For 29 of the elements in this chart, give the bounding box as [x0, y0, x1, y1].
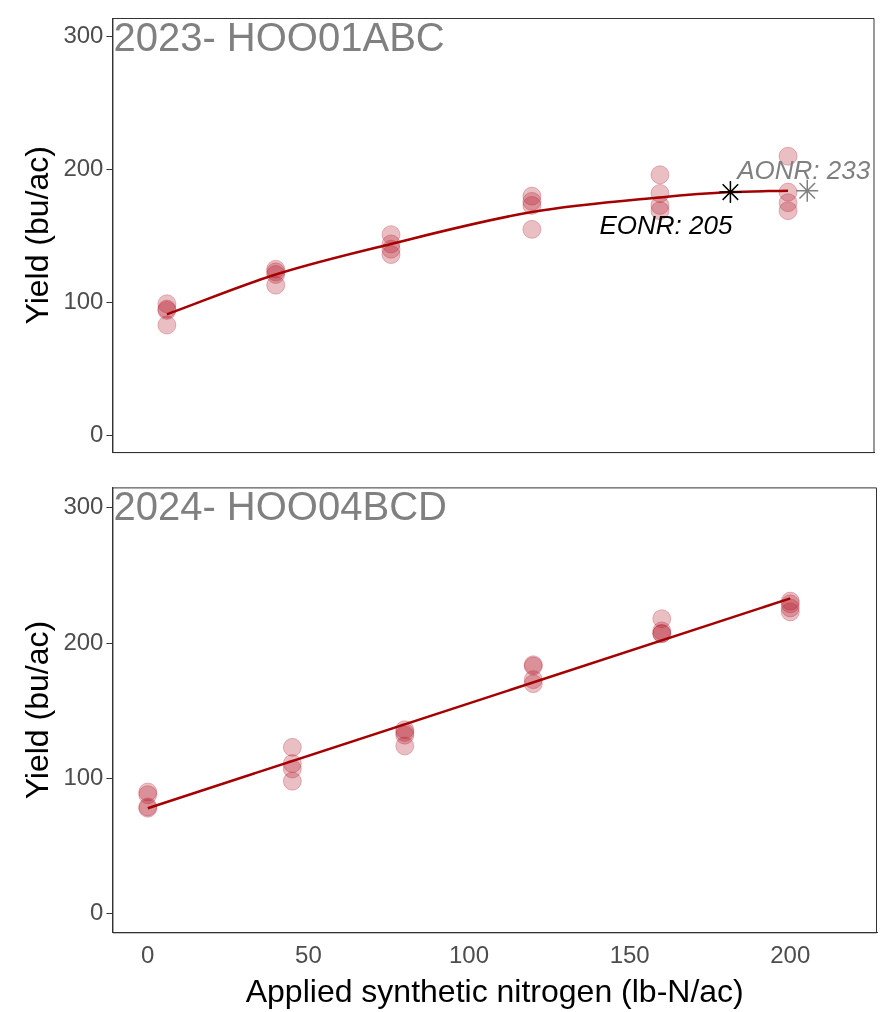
point — [282, 737, 302, 757]
y-axis-title: Yield (bu/ac) — [19, 620, 56, 800]
point — [266, 275, 286, 295]
y-tick-label: 0 — [90, 419, 104, 447]
x-tick-label: 0 — [141, 940, 155, 968]
y-tick-label: 100 — [63, 763, 104, 791]
point — [381, 245, 401, 265]
annotation: AONR: 233 — [737, 154, 871, 186]
point — [282, 771, 302, 791]
x-tick-label: 150 — [609, 940, 650, 968]
chart-title: 2024- HOO04BCD — [113, 484, 447, 529]
y-tick-label: 300 — [63, 492, 104, 520]
y-tick-label: 200 — [63, 154, 104, 182]
chart-title: 2023- HOO01ABC — [113, 15, 445, 60]
x-tick-label: 50 — [295, 940, 322, 968]
y-tick-label: 300 — [63, 21, 104, 49]
point — [395, 736, 415, 756]
point — [522, 219, 542, 239]
y-tick-label: 200 — [63, 627, 104, 655]
y-axis-title: Yield (bu/ac) — [19, 146, 56, 325]
point — [157, 315, 177, 335]
x-axis-title: Applied synthetic nitrogen (lb-N/ac) — [245, 972, 744, 1009]
point — [778, 201, 798, 221]
y-tick-label: 0 — [90, 898, 104, 926]
x-tick-label: 200 — [770, 940, 811, 968]
annotation: EONR: 205 — [599, 210, 733, 242]
x-tick-label: 100 — [449, 940, 490, 968]
point — [650, 165, 670, 185]
y-tick-label: 100 — [63, 287, 104, 315]
